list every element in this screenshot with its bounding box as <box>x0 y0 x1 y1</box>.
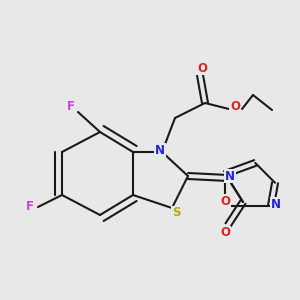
Text: N: N <box>155 143 165 157</box>
Text: F: F <box>26 200 34 214</box>
Text: O: O <box>220 195 230 208</box>
Text: O: O <box>197 61 207 74</box>
Text: S: S <box>172 206 180 220</box>
Text: N: N <box>271 198 281 211</box>
Text: O: O <box>220 226 230 239</box>
Text: O: O <box>230 100 240 113</box>
Text: F: F <box>67 100 75 112</box>
Text: N: N <box>225 169 235 182</box>
